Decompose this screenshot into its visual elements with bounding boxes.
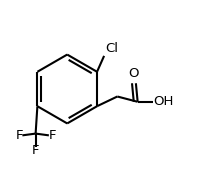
Text: F: F: [15, 129, 23, 142]
Text: OH: OH: [154, 95, 174, 108]
Text: F: F: [32, 143, 39, 156]
Text: Cl: Cl: [105, 42, 118, 55]
Text: O: O: [129, 67, 139, 80]
Text: F: F: [48, 129, 56, 142]
